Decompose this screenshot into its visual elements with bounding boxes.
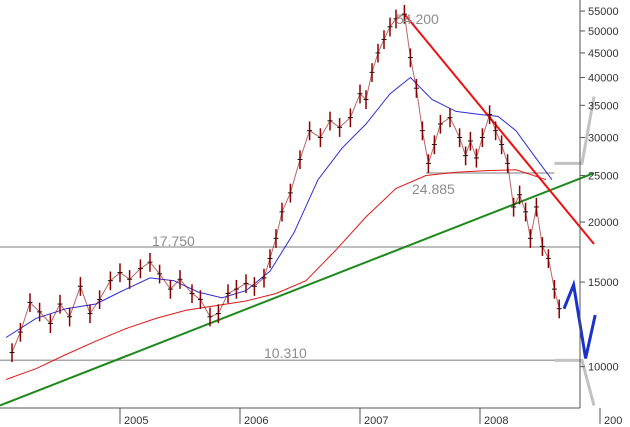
y-tick-label: 45000 bbox=[588, 48, 619, 60]
x-tick-label: 2008 bbox=[484, 415, 508, 427]
price-line bbox=[11, 13, 560, 353]
x-tick-label: 2006 bbox=[244, 415, 268, 427]
y-ticks: 55000 50000 45000 40000 35000 30000 25000 20000… bbox=[580, 6, 619, 374]
x-tick-label: 200 bbox=[604, 415, 622, 427]
projection-grey-lower-path bbox=[554, 358, 596, 406]
y-tick-label: 20000 bbox=[588, 217, 619, 229]
moving-averages bbox=[5, 76, 553, 380]
y-tick-label: 40000 bbox=[588, 72, 619, 84]
x-tick-label: 2005 bbox=[124, 415, 148, 427]
projection-grey-path bbox=[554, 96, 596, 165]
annotations: 54.200 24.885 17.750 10.310 bbox=[152, 11, 455, 361]
x-tick-label: 2007 bbox=[364, 415, 388, 427]
annotation-support: 24.885 bbox=[412, 181, 455, 197]
x-ticks: 2005 2006 2007 2008 200 bbox=[119, 408, 622, 427]
annotation-level-17750: 17.750 bbox=[152, 233, 195, 249]
trendlines bbox=[0, 13, 595, 407]
y-tick-label: 15000 bbox=[588, 277, 619, 289]
ma-blue-line bbox=[5, 76, 553, 338]
y-tick-label: 50000 bbox=[588, 26, 619, 38]
plot-area bbox=[0, 0, 580, 408]
y-tick-label: 55000 bbox=[588, 6, 619, 18]
price-series bbox=[9, 4, 562, 363]
annotation-peak: 54.200 bbox=[396, 11, 439, 27]
y-tick-label: 35000 bbox=[588, 100, 619, 112]
y-tick-label: 10000 bbox=[588, 362, 619, 374]
trendline-red bbox=[403, 13, 595, 245]
y-tick-label: 25000 bbox=[588, 171, 619, 183]
annotation-level-10310: 10.310 bbox=[264, 345, 307, 361]
y-tick-label: 30000 bbox=[588, 132, 619, 144]
ma-red-line bbox=[5, 169, 547, 380]
trendline-green bbox=[0, 172, 595, 407]
